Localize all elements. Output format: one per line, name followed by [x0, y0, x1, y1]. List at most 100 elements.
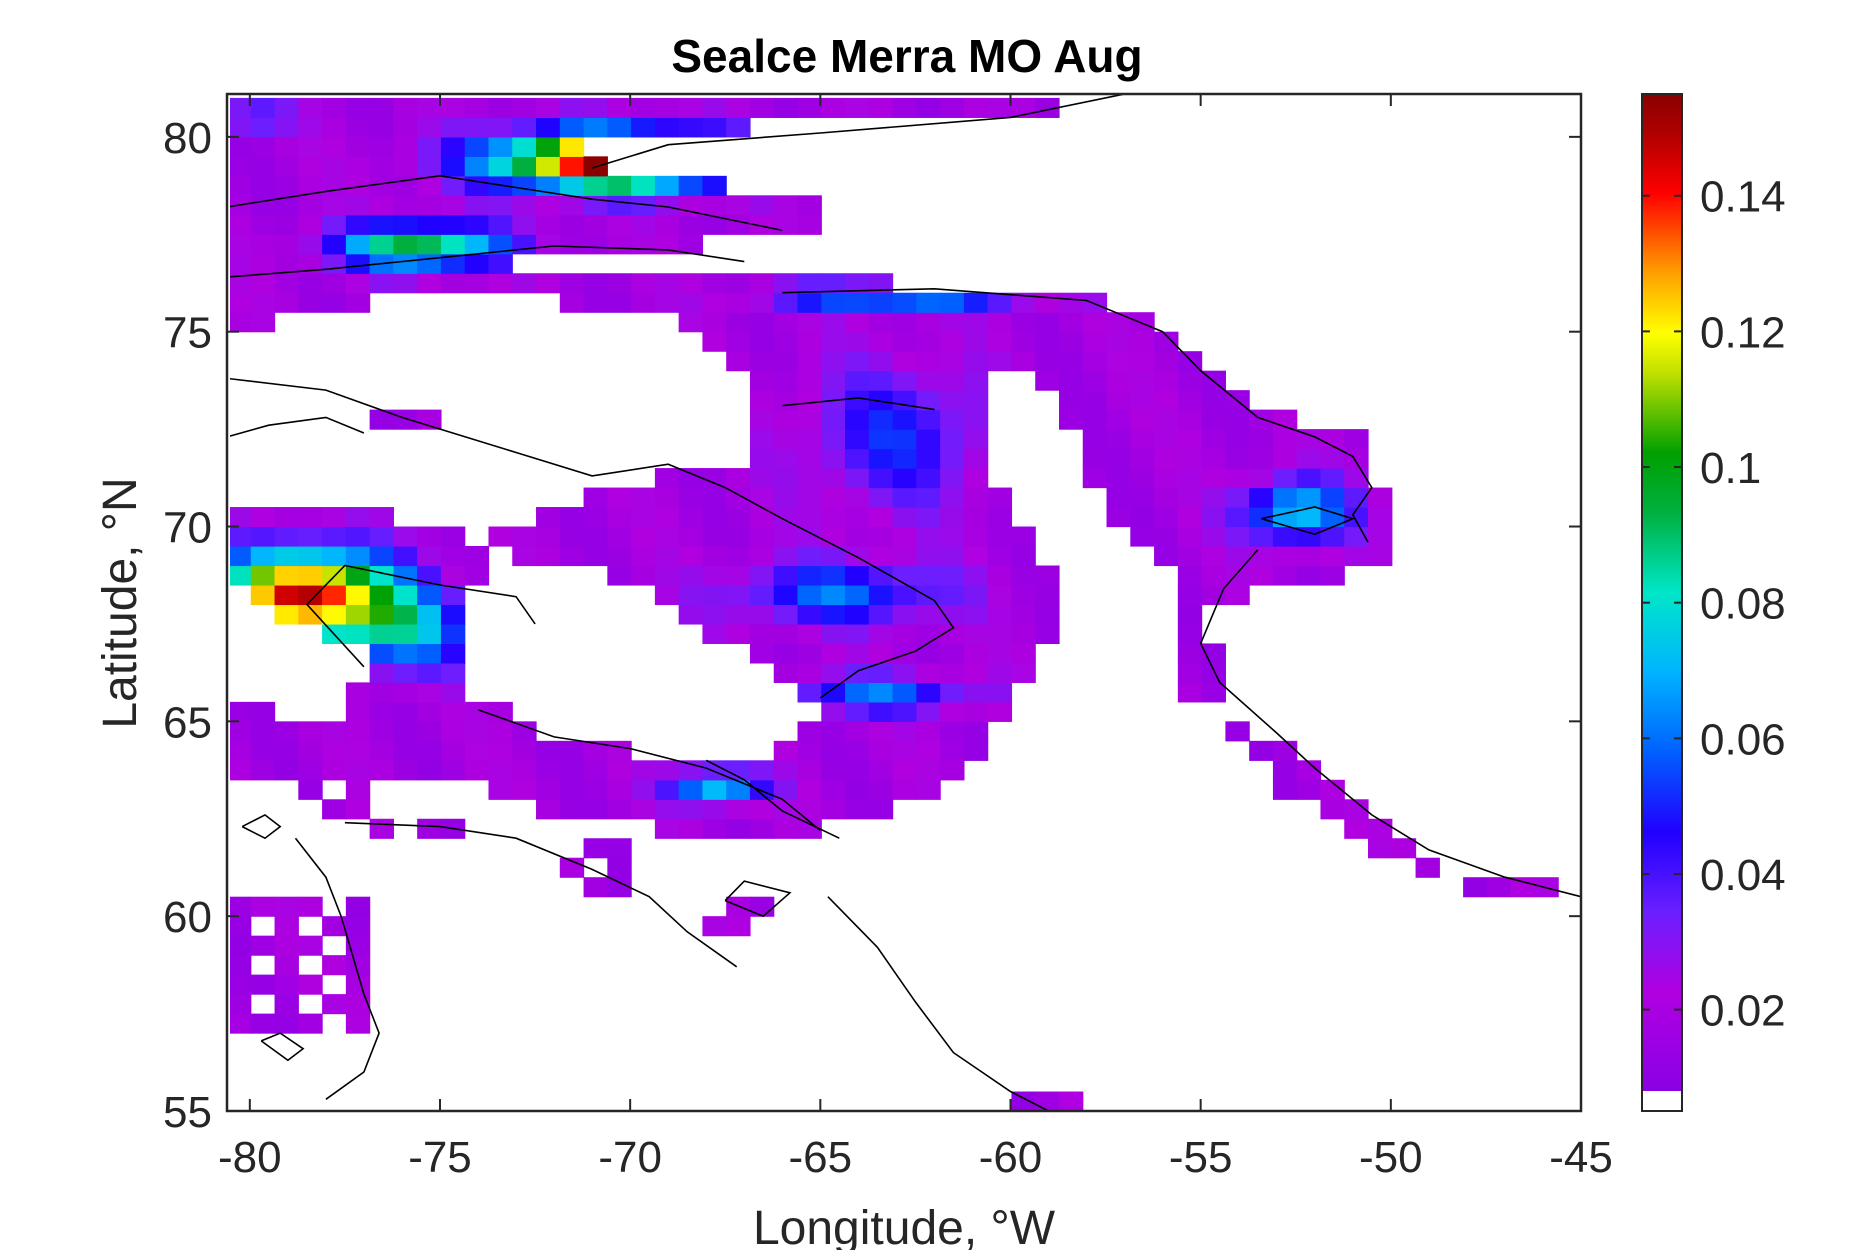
heatmap-cell	[607, 838, 632, 859]
heatmap-cell	[940, 662, 965, 683]
heatmap-cell	[1201, 429, 1226, 450]
heatmap-cell	[916, 526, 941, 547]
heatmap-cell	[559, 97, 585, 118]
heatmap-cell	[440, 623, 466, 645]
heatmap-cell	[298, 935, 323, 956]
heatmap-cell	[702, 273, 727, 294]
heatmap-cell	[250, 935, 276, 956]
heatmap-cell	[773, 273, 799, 294]
heatmap-cell	[607, 799, 632, 820]
heatmap-cell	[916, 487, 941, 508]
heatmap-cell	[417, 584, 442, 606]
heatmap-cell	[916, 312, 941, 333]
heatmap-cell	[987, 487, 1013, 508]
heatmap-cell	[230, 507, 252, 528]
heatmap-cell	[963, 526, 989, 547]
heatmap-cell	[702, 760, 727, 781]
heatmap-cell	[393, 253, 418, 274]
heatmap-cell	[1272, 546, 1298, 567]
heatmap-cell	[1296, 760, 1322, 781]
heatmap-cell	[749, 390, 775, 411]
heatmap-cell	[488, 234, 513, 255]
heatmap-cell	[250, 195, 276, 216]
heatmap-cell	[987, 292, 1013, 313]
heatmap-cell	[631, 779, 656, 800]
heatmap-cell	[440, 234, 466, 255]
heatmap-cell	[583, 273, 608, 294]
heatmap-cell	[1130, 351, 1155, 372]
chart-title: Sealce Merra MO Aug	[671, 30, 1142, 82]
heatmap-cell	[892, 409, 917, 430]
heatmap-cell	[250, 526, 276, 547]
heatmap-cell	[821, 565, 846, 586]
heatmap-cell	[583, 487, 608, 508]
heatmap-cell	[702, 779, 727, 800]
heatmap-cell	[274, 507, 299, 528]
heatmap-cell	[868, 97, 894, 118]
heatmap-cell	[250, 760, 276, 781]
heatmap-cell	[274, 175, 299, 196]
heatmap-cell	[1035, 312, 1060, 333]
coastline-path	[724, 880, 792, 918]
heatmap-cell	[631, 214, 656, 235]
heatmap-cell	[654, 214, 680, 235]
heatmap-cell	[417, 818, 442, 839]
heatmap-cell	[892, 351, 917, 372]
heatmap-cell	[773, 507, 799, 528]
heatmap-cell	[1130, 448, 1155, 469]
heatmap-cell	[845, 409, 870, 430]
heatmap-cell	[702, 526, 727, 547]
heatmap-cell	[369, 156, 394, 177]
heatmap-cell	[1058, 390, 1084, 411]
heatmap-cell	[773, 448, 799, 469]
heatmap-cell	[1177, 682, 1203, 703]
heatmap-cell	[916, 351, 941, 372]
heatmap-cell	[1296, 468, 1322, 489]
heatmap-cell	[1320, 799, 1345, 820]
heatmap-cell	[845, 390, 870, 411]
heatmap-cell	[940, 623, 965, 645]
heatmap-cell	[440, 643, 466, 664]
heatmap-cell	[559, 526, 585, 547]
heatmap-cell	[1344, 429, 1369, 450]
heatmap-cell	[845, 526, 870, 547]
heatmap-cell	[963, 662, 989, 683]
heatmap-cell	[797, 331, 822, 352]
heatmap-cell	[512, 214, 537, 235]
heatmap-cell	[1249, 468, 1274, 489]
y-axis-label: Latitude, °N	[94, 477, 147, 728]
heatmap-cell	[702, 487, 727, 508]
colorbar-tick-label: 0.1	[1700, 444, 1761, 493]
heatmap-cell	[1201, 565, 1226, 586]
heatmap-cell	[230, 273, 252, 294]
heatmap-cell	[963, 390, 989, 411]
heatmap-cell	[1082, 370, 1108, 391]
heatmap-cell	[1130, 526, 1155, 547]
heatmap-cell	[1177, 370, 1203, 391]
heatmap-cell	[702, 175, 727, 196]
heatmap-cell	[440, 682, 466, 703]
heatmap-cell	[369, 234, 394, 255]
heatmap-cell	[274, 156, 299, 177]
heatmap-cell	[1320, 507, 1345, 528]
heatmap-cell	[963, 292, 989, 313]
heatmap-cell	[749, 584, 775, 606]
heatmap-cell	[1106, 468, 1131, 489]
heatmap-cell	[607, 507, 632, 528]
heatmap-cell	[631, 526, 656, 547]
heatmap-cell	[821, 546, 846, 567]
heatmap-cell	[298, 1013, 323, 1034]
heatmap-cell	[821, 331, 846, 352]
heatmap-cell	[868, 312, 894, 333]
heatmap-cell	[250, 701, 276, 722]
heatmap-cell	[631, 273, 656, 294]
heatmap-cell	[440, 701, 466, 722]
heatmap-cell	[1296, 429, 1322, 450]
heatmap-cell	[726, 818, 751, 839]
heatmap-cell	[1058, 370, 1084, 391]
heatmap-cell	[868, 682, 894, 703]
heatmap-cell	[464, 760, 490, 781]
coastline-path	[477, 708, 821, 832]
heatmap-cell	[607, 195, 632, 216]
heatmap-cell	[1106, 409, 1131, 430]
